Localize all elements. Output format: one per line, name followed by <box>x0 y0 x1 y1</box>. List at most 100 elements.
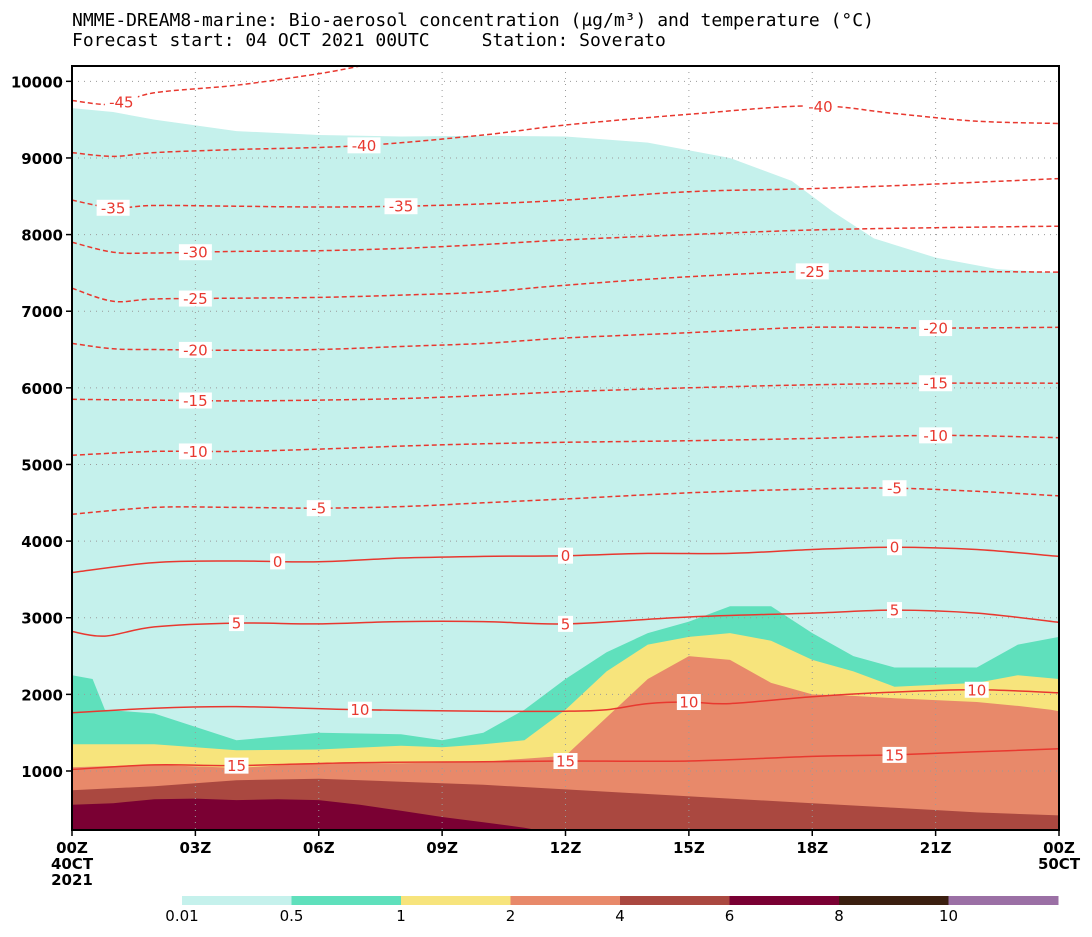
isoline-label: -10 <box>183 443 208 461</box>
legend-label: 2 <box>506 907 516 925</box>
isoline-label: -20 <box>923 320 948 338</box>
temperature-labels: -45 -40 -40 -35 -35 -30 -25 -25 -20 -20 -15 -15 -10 -… <box>96 94 989 775</box>
isoline-label-bg <box>347 137 381 154</box>
x-tick-label: 09Z <box>426 839 458 857</box>
isoline-label-bg <box>229 615 244 632</box>
isoline-label: 0 <box>561 547 571 565</box>
x-tick-label: 06Z <box>303 839 335 857</box>
chart-subtitle: Forecast start: 04 OCT 2021 00UTC Station… <box>72 30 666 51</box>
y-tick-label: 1000 <box>21 763 63 781</box>
isoline-label: -35 <box>101 199 126 217</box>
isoline-label: 0 <box>890 539 900 557</box>
isoline-label-bg <box>919 320 953 337</box>
legend-label: 1 <box>396 907 406 925</box>
isoline-label-bg <box>178 290 212 307</box>
isoline-label: -15 <box>183 392 208 410</box>
isoline-label: -10 <box>923 427 948 445</box>
x-tick-label: 00Z <box>1043 839 1075 857</box>
legend-swatch <box>620 896 730 905</box>
legend-label: 4 <box>615 907 625 925</box>
isoline-label-bg <box>96 199 130 216</box>
isoline-label: 15 <box>556 753 575 771</box>
y-axis: 1000 2000 3000 4000 5000 6000 7000 8000 9000 1000… <box>11 73 72 781</box>
y-tick-label: 5000 <box>21 456 63 474</box>
isoline-label-bg <box>558 547 573 564</box>
isoline-label: -35 <box>389 198 414 216</box>
y-tick-label: 2000 <box>21 686 63 704</box>
legend-label: 8 <box>834 907 844 925</box>
isoline-label-bg <box>887 539 902 556</box>
legend-swatch <box>839 896 949 905</box>
isoline-label-bg <box>224 757 249 774</box>
legend-label: 0.01 <box>165 907 198 925</box>
isoline-label-bg <box>347 701 372 718</box>
isoline-label-bg <box>882 480 907 497</box>
forecast-start-label: Forecast start: 04 OCT 2021 00UTC <box>72 30 430 51</box>
legend-swatch <box>291 896 402 905</box>
isoline-label: -25 <box>183 290 208 308</box>
y-tick-label: 7000 <box>21 303 63 321</box>
isoline-label-bg <box>384 198 418 215</box>
x-tick-label: 00Z <box>56 839 88 857</box>
isoline-label-bg <box>178 392 212 409</box>
isoline-label: 5 <box>232 615 242 633</box>
chart-title: NMME-DREAM8-marine: Bio-aerosol concentr… <box>72 10 874 31</box>
isoline--35 <box>72 177 1059 209</box>
isoline-label-bg <box>178 443 212 460</box>
isoline--25 <box>72 270 1059 303</box>
y-tick-label: 6000 <box>21 380 63 398</box>
isoline-label: -20 <box>183 341 208 359</box>
isoline-label: 10 <box>350 701 369 719</box>
isoline-label: -40 <box>352 137 377 155</box>
isoline-label-bg <box>104 94 138 111</box>
y-tick-label: 9000 <box>21 150 63 168</box>
isoline--15 <box>72 382 1059 402</box>
isoline--40 <box>72 105 1059 158</box>
isoline-label: -40 <box>808 98 833 116</box>
isoline-label: -15 <box>923 375 948 393</box>
x-tick-date: 40CT <box>51 855 94 873</box>
legend-label: 10 <box>939 907 958 925</box>
isoline-label: 5 <box>561 615 571 633</box>
isoline-label: 15 <box>227 757 246 775</box>
isoline--30 <box>72 225 1059 255</box>
isoline-label-bg <box>270 553 286 570</box>
isoline-label: 5 <box>890 602 900 620</box>
legend-swatch <box>401 896 511 905</box>
legend-swatch <box>510 896 621 905</box>
x-tick-label: 18Z <box>796 839 828 857</box>
station-label: Station: Soverato <box>481 30 666 51</box>
isoline-label-bg <box>178 341 212 358</box>
color-legend: 0.01 0.5 1 2 4 6 8 10 <box>165 896 1059 925</box>
x-tick-label: 03Z <box>179 839 211 857</box>
isoline-label-bg <box>919 427 953 444</box>
x-tick-year: 2021 <box>51 871 93 889</box>
isoline-label: -30 <box>183 244 208 262</box>
concentration-area-5 <box>72 798 537 830</box>
isoline--10 <box>72 434 1059 457</box>
x-tick-label: 12Z <box>550 839 582 857</box>
isoline-label: -45 <box>109 94 134 112</box>
isoline-label: 0 <box>273 553 283 571</box>
legend-swatch <box>182 896 292 905</box>
isoline--20 <box>72 326 1059 352</box>
legend-swatch <box>948 896 1059 905</box>
isoline-label-bg <box>803 98 837 115</box>
x-tick-date: 50CT <box>1038 855 1081 873</box>
y-tick-label: 4000 <box>21 533 63 551</box>
isoline-label-bg <box>306 500 331 517</box>
x-tick-label: 15Z <box>673 839 705 857</box>
isoline-label: 10 <box>679 694 698 712</box>
isoline-label-bg <box>178 244 212 261</box>
isoline-label-bg <box>882 746 907 763</box>
y-tick-label: 8000 <box>21 227 63 245</box>
isoline-label-bg <box>964 681 989 698</box>
isoline-label: -5 <box>311 500 326 518</box>
isoline-10 <box>72 689 1059 714</box>
legend-swatch <box>729 896 840 905</box>
isoline-label: 10 <box>967 681 986 699</box>
y-tick-label: 10000 <box>11 73 63 91</box>
legend-label: 6 <box>725 907 735 925</box>
